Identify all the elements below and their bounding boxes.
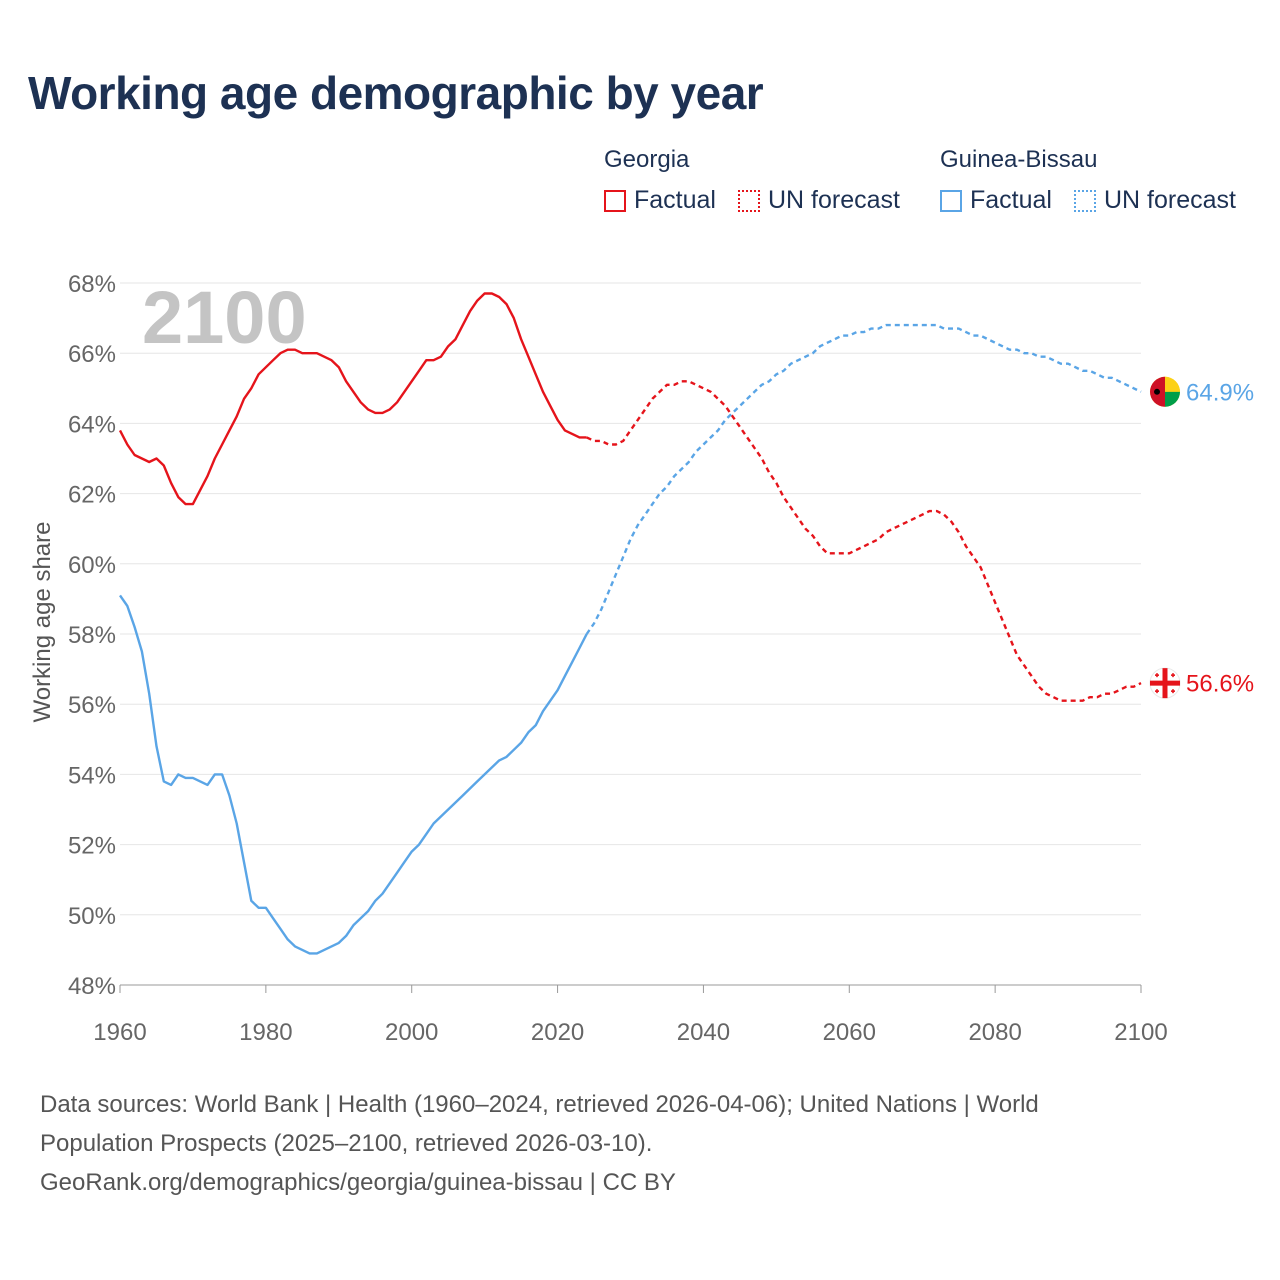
series-georgia-factual-line[interactable] <box>118 292 587 506</box>
flag-star <box>1154 388 1160 395</box>
legend-georgia-factual[interactable]: Factual <box>604 186 716 215</box>
legend-guinea-bissau-forecast[interactable]: UN forecast <box>1074 186 1236 215</box>
end-value-label-guinea-bissau: 64.9% <box>1186 379 1254 406</box>
y-tick-label: 66% <box>68 341 116 368</box>
flag-yellow <box>1165 376 1180 392</box>
end-markers: 56.6% 64.9% <box>1149 376 1254 699</box>
footer-source-link[interactable]: GeoRank.org/demographics/georgia/guinea-… <box>40 1169 676 1196</box>
legend-group-georgia: Georgia <box>604 146 690 173</box>
y-axis-ticks: 48% 50% 52% 54% 56% 58% 60% 62% 64% 66% 68% <box>68 271 116 1000</box>
footer: Data sources: World Bank | Health (1960–… <box>40 1085 1220 1202</box>
chart-title: Working age demographic by year <box>28 67 764 119</box>
georgia-flag-icon <box>1149 667 1181 699</box>
y-tick-label: 56% <box>68 692 116 719</box>
x-tick-label: 2000 <box>385 1019 438 1046</box>
x-tick-label: 2040 <box>677 1019 730 1046</box>
legend-georgia-forecast[interactable]: UN forecast <box>738 186 900 215</box>
series-georgia-forecast-line[interactable] <box>586 380 1142 702</box>
series-guinea-bissau-factual-line[interactable] <box>119 594 588 955</box>
footer-line: Population Prospects (2025–2100, retriev… <box>40 1130 653 1157</box>
x-tick-label: 1980 <box>239 1019 292 1046</box>
flag-small-cross <box>1172 673 1174 678</box>
y-tick-label: 60% <box>68 552 116 579</box>
x-tick-label: 2080 <box>968 1019 1021 1046</box>
flag-cross-h <box>1150 680 1180 686</box>
y-tick-label: 52% <box>68 833 116 860</box>
legend-label: Factual <box>634 186 716 214</box>
end-value-label-georgia: 56.6% <box>1186 671 1254 698</box>
x-tick-label: 2060 <box>823 1019 876 1046</box>
series-guinea-bissau-forecast-line[interactable] <box>585 323 1142 635</box>
legend-label: UN forecast <box>768 186 900 214</box>
y-tick-label: 62% <box>68 482 116 509</box>
guinea-bissau-flag-icon <box>1150 376 1180 407</box>
legend-guinea-bissau-factual[interactable]: Factual <box>940 186 1052 215</box>
y-tick-label: 64% <box>68 411 116 438</box>
flag-small-cross <box>1156 673 1158 678</box>
x-tick-label: 2100 <box>1114 1019 1167 1046</box>
gridlines <box>120 282 1141 986</box>
flag-green <box>1165 391 1180 407</box>
y-axis-label: Working age share <box>29 522 56 723</box>
y-tick-label: 68% <box>68 271 116 298</box>
flag-small-cross <box>1156 689 1158 694</box>
x-axis-ticks: 1960 1980 2000 2020 2040 2060 2080 2100 <box>93 984 1168 1046</box>
legend-label: Factual <box>970 186 1052 214</box>
line-chart: 48%50%52%54%56%58%60%62%64%66%68% 1960 19… <box>29 271 1254 1046</box>
y-tick-label: 58% <box>68 622 116 649</box>
legend-swatch-solid <box>940 189 962 212</box>
legend-swatch-dotted <box>738 189 760 212</box>
legend-swatch-dotted <box>1074 189 1096 212</box>
y-tick-label: 54% <box>68 762 116 789</box>
legend-swatch-solid <box>604 189 626 212</box>
footer-line: Data sources: World Bank | Health (1960–… <box>40 1091 1039 1118</box>
y-tick-label: 50% <box>68 903 116 930</box>
legend-group-guinea-bissau: Guinea-Bissau <box>940 146 1098 173</box>
legend-label: UN forecast <box>1104 186 1236 214</box>
flag-small-cross <box>1172 689 1174 694</box>
series-lines <box>118 292 1142 955</box>
y-tick-label: 48% <box>68 973 116 1000</box>
year-watermark: 2100 <box>142 276 307 359</box>
x-tick-label: 2020 <box>531 1019 584 1046</box>
x-tick-label: 1960 <box>93 1019 146 1046</box>
